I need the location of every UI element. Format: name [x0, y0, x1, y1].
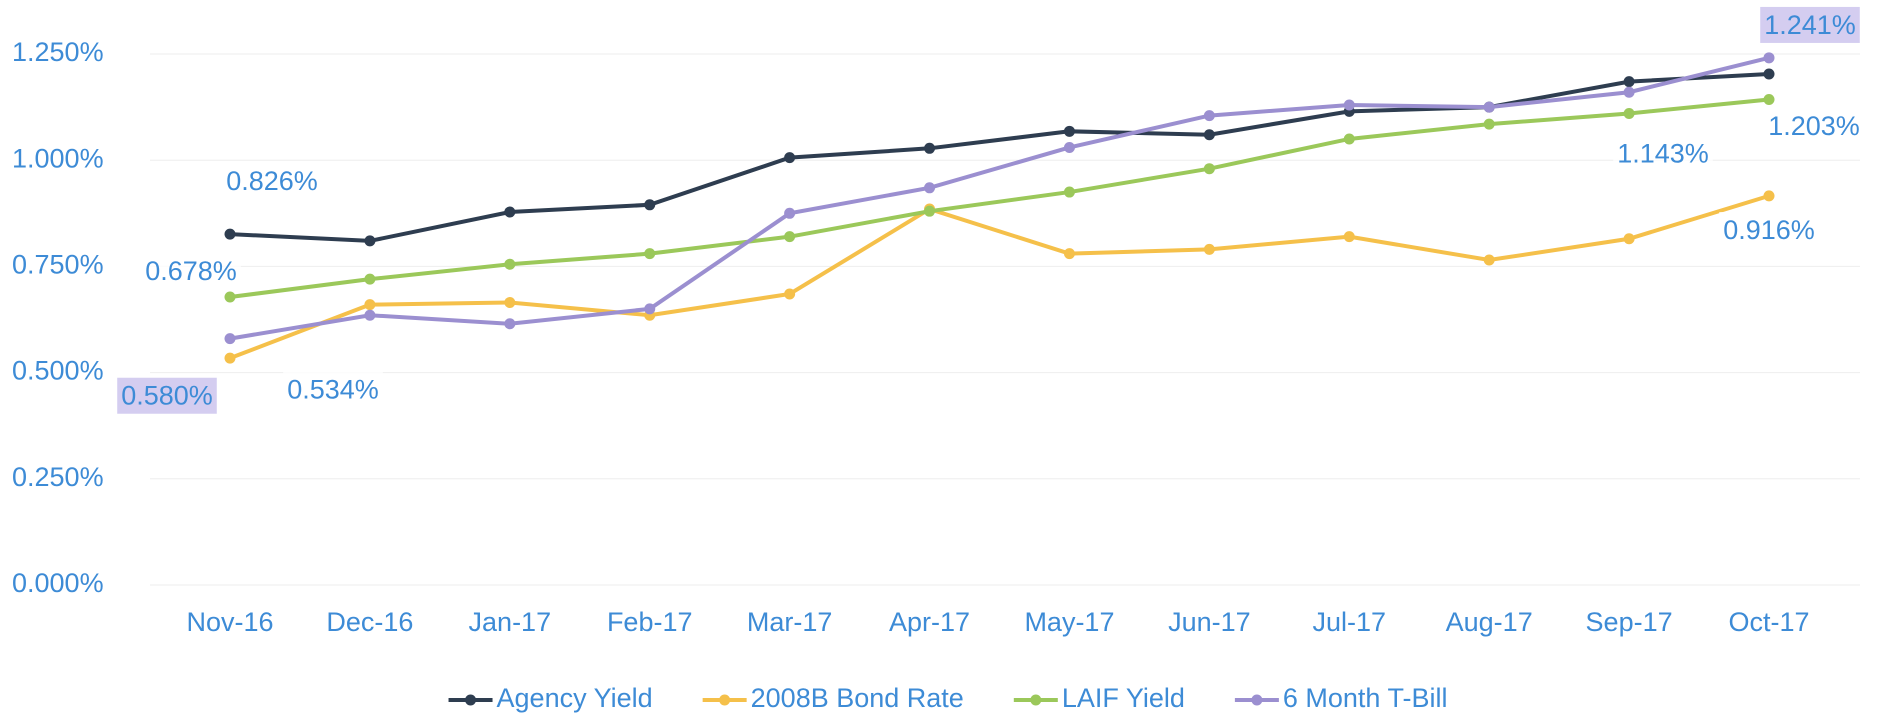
- legend-marker: [465, 694, 477, 706]
- data-point: [1483, 118, 1495, 130]
- data-point: [924, 205, 936, 217]
- data-label: 1.203%: [1768, 111, 1860, 141]
- data-label-bg: [283, 371, 383, 408]
- data-point: [224, 291, 236, 303]
- data-point: [1343, 231, 1355, 243]
- data-point: [1063, 186, 1075, 198]
- data-point: [784, 231, 796, 243]
- x-tick-label: Sep-17: [1586, 607, 1673, 637]
- data-point: [1063, 248, 1075, 260]
- data-point: [1623, 107, 1635, 119]
- data-point: [364, 299, 376, 311]
- data-point: [224, 333, 236, 345]
- data-point: [364, 273, 376, 285]
- y-tick-label: 0.250%: [12, 462, 104, 492]
- x-tick-label: Nov-16: [186, 607, 273, 637]
- data-point: [644, 248, 656, 260]
- x-tick-label: Aug-17: [1446, 607, 1533, 637]
- data-point: [784, 152, 796, 164]
- legend-marker: [1030, 694, 1042, 706]
- data-label: 0.826%: [226, 166, 318, 196]
- data-point: [1763, 93, 1775, 105]
- data-point: [364, 309, 376, 321]
- series-line: [229, 97, 1770, 299]
- data-label: 0.916%: [1723, 215, 1815, 245]
- x-tick-label: Dec-16: [326, 607, 413, 637]
- data-point: [1203, 110, 1215, 122]
- data-point: [1763, 52, 1775, 64]
- data-point: [1063, 141, 1075, 153]
- data-point: [1203, 163, 1215, 175]
- x-tick-label: Feb-17: [607, 607, 693, 637]
- data-label: 0.678%: [145, 256, 237, 286]
- y-tick-label: 1.250%: [12, 37, 104, 67]
- series-line: [229, 71, 1770, 243]
- data-point: [1483, 254, 1495, 266]
- data-point: [224, 228, 236, 240]
- x-tick-label: May-17: [1024, 607, 1114, 637]
- data-point: [784, 288, 796, 300]
- legend-marker: [1251, 694, 1263, 706]
- data-point: [364, 235, 376, 247]
- data-point: [1203, 243, 1215, 255]
- data-point: [1623, 233, 1635, 245]
- legend-marker: [719, 694, 731, 706]
- legend-label: 6 Month T-Bill: [1283, 683, 1448, 713]
- data-point: [504, 318, 516, 330]
- series-line: [229, 55, 1770, 341]
- series-line: [229, 193, 1770, 361]
- legend-label: LAIF Yield: [1062, 683, 1185, 713]
- data-label: 0.580%: [121, 381, 213, 411]
- data-label-bg: [222, 163, 322, 200]
- data-point: [1343, 99, 1355, 111]
- legend: Agency Yield 2008B Bond Rate LAIF Yield 6 M…: [448, 683, 1448, 713]
- data-point: [224, 352, 236, 364]
- x-tick-label: Jan-17: [469, 607, 552, 637]
- data-label-bg: [141, 253, 241, 290]
- data-point: [644, 199, 656, 211]
- data-point: [1623, 76, 1635, 88]
- data-point: [1063, 125, 1075, 137]
- y-tick-label: 0.750%: [12, 250, 104, 280]
- data-point: [504, 297, 516, 309]
- data-point: [1623, 86, 1635, 98]
- data-label-bg: [1764, 108, 1864, 145]
- legend-label: Agency Yield: [497, 683, 653, 713]
- data-label: 1.241%: [1764, 10, 1856, 40]
- y-tick-label: 0.000%: [12, 568, 104, 598]
- x-tick-label: Oct-17: [1728, 607, 1809, 637]
- data-point: [1483, 101, 1495, 113]
- x-tick-label: Jul-17: [1312, 607, 1386, 637]
- data-point: [1203, 129, 1215, 141]
- data-point: [644, 303, 656, 315]
- data-point: [1343, 133, 1355, 145]
- data-label: 0.534%: [287, 374, 379, 404]
- y-tick-label: 1.000%: [12, 143, 104, 173]
- data-point: [924, 142, 936, 154]
- data-point: [784, 207, 796, 219]
- data-point: [504, 206, 516, 218]
- x-tick-label: Jun-17: [1168, 607, 1251, 637]
- y-tick-label: 0.500%: [12, 356, 104, 386]
- data-label-bg: [1760, 6, 1860, 43]
- x-tick-label: Mar-17: [747, 607, 833, 637]
- data-point: [1763, 190, 1775, 202]
- data-label-bg: [1613, 135, 1713, 172]
- data-label: 1.143%: [1617, 139, 1709, 169]
- legend-label: 2008B Bond Rate: [751, 683, 964, 713]
- x-tick-label: Apr-17: [889, 607, 970, 637]
- data-point: [1763, 68, 1775, 80]
- data-label-bg: [1719, 212, 1819, 249]
- data-label-bg: [117, 377, 217, 414]
- data-point: [924, 182, 936, 194]
- data-point: [504, 258, 516, 270]
